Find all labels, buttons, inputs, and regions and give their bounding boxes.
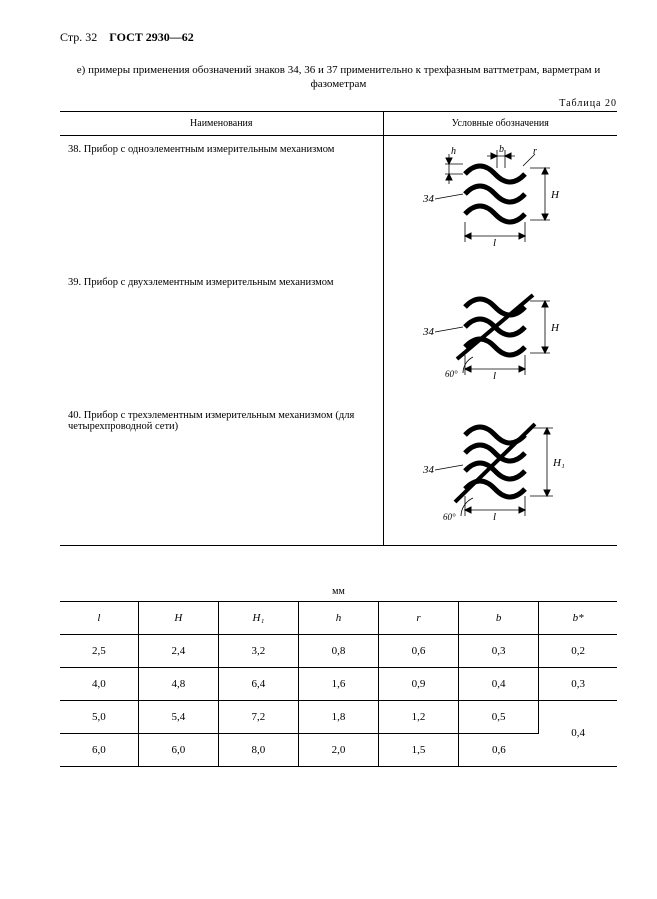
col-symbol: Условные обозначения [383, 111, 617, 135]
table-row: 6,0 6,0 8,0 2,0 1,5 0,6 [60, 733, 617, 766]
symbol-40-icon: l H₁ 34 60° [415, 410, 585, 530]
table-row: 2,5 2,4 3,2 0,8 0,6 0,3 0,2 [60, 634, 617, 667]
svg-text:r: r [533, 146, 537, 157]
main-table: Наименования Условные обозначения 38. Пр… [60, 111, 617, 546]
svg-text:60°: 60° [443, 512, 456, 522]
svg-text:H₁: H₁ [552, 457, 565, 469]
row-name: 38. Прибор с одноэлементным измерительны… [60, 135, 383, 269]
svg-text:H: H [550, 189, 560, 201]
page-number: Стр. 32 [60, 30, 97, 44]
table-row: 4,0 4,8 6,4 1,6 0,9 0,4 0,3 [60, 667, 617, 700]
dim-h3: h [298, 601, 378, 634]
symbol-38-icon: l H h 34 b r [415, 144, 585, 254]
table-row: 5,0 5,4 7,2 1,8 1,2 0,5 0,4 [60, 700, 617, 733]
row-symbol: l H 34 60° [383, 269, 617, 402]
dim-h0: l [60, 601, 138, 634]
svg-text:l: l [493, 237, 496, 249]
symbol-39-icon: l H 34 60° [415, 277, 585, 387]
svg-text:l: l [493, 370, 496, 382]
dimensions-table: l H H₁ h r b b* 2,5 2,4 3,2 0,8 0,6 0,3 … [60, 601, 617, 767]
svg-text:60°: 60° [445, 369, 458, 379]
dim-h6: b* [539, 601, 617, 634]
svg-text:34: 34 [422, 326, 435, 338]
svg-text:H: H [550, 322, 560, 334]
svg-text:b: b [499, 144, 504, 155]
dim-h4: r [379, 601, 459, 634]
dim-h1: H [138, 601, 218, 634]
subtitle: е) примеры применения обозначений знаков… [70, 63, 607, 92]
table-label: Таблица 20 [60, 98, 617, 109]
page-header: Стр. 32 ГОСТ 2930—62 [60, 30, 617, 45]
page: Стр. 32 ГОСТ 2930—62 е) примеры применен… [0, 0, 657, 899]
row-symbol: l H₁ 34 60° [383, 402, 617, 546]
row-symbol: l H h 34 b r [383, 135, 617, 269]
svg-text:h: h [451, 146, 456, 157]
svg-text:34: 34 [422, 193, 435, 205]
dim-h5: b [459, 601, 539, 634]
col-name: Наименования [60, 111, 383, 135]
svg-text:34: 34 [422, 464, 435, 476]
mm-label: мм [60, 586, 617, 597]
gost-number: ГОСТ 2930—62 [109, 30, 194, 44]
svg-text:l: l [493, 511, 496, 523]
row-name: 40. Прибор с трехэлементным измерительны… [60, 402, 383, 546]
dim-h2: H₁ [218, 601, 298, 634]
merged-cell: 0,4 [539, 700, 617, 766]
row-name: 39. Прибор с двухэлементным измерительны… [60, 269, 383, 402]
